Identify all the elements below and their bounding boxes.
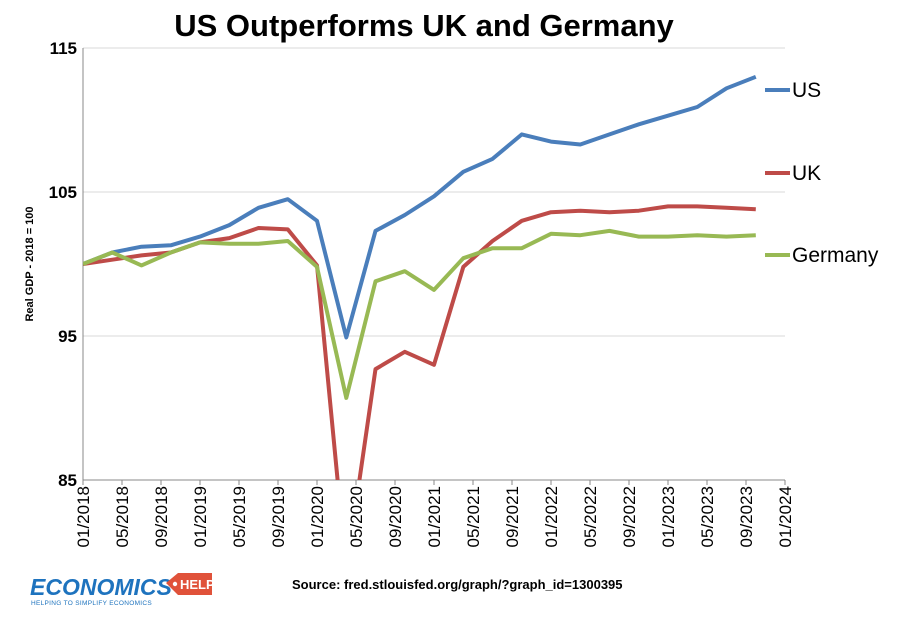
- series-line-uk: [83, 204, 756, 480]
- series-line-germany: [83, 228, 756, 400]
- y-axis-label: Real GDP - 2018 = 100: [24, 206, 36, 321]
- x-tick-label: 05/2020: [347, 486, 366, 547]
- legend-label: US: [792, 79, 821, 102]
- legend: US UK Germany: [765, 79, 879, 267]
- x-tick-label: 09/2022: [620, 486, 639, 547]
- x-tick-label: 01/2019: [191, 486, 210, 547]
- y-tick-label: 95: [58, 327, 77, 346]
- x-tick-label: 05/2021: [464, 486, 483, 547]
- y-axis-ticks: 85 95 105 115: [49, 39, 77, 490]
- x-tick-label: 09/2023: [737, 486, 756, 547]
- y-tick-label: 105: [49, 183, 77, 202]
- x-tick-label: 05/2018: [113, 486, 132, 547]
- x-tick-label: 09/2018: [152, 486, 171, 547]
- logo-text: ECONOMICS: [30, 574, 173, 600]
- x-tick-label: 09/2020: [386, 486, 405, 547]
- logo-tagline: HELPING TO SIMPLIFY ECONOMICS: [31, 600, 152, 607]
- x-tick-label: 09/2019: [269, 486, 288, 547]
- x-tick-label: 05/2019: [230, 486, 249, 547]
- x-tick-label: 05/2023: [698, 486, 717, 547]
- economics-help-logo: ECONOMICS HELP HELPING TO SIMPLIFY ECONO…: [30, 573, 215, 607]
- x-tick-label: 01/2024: [776, 486, 795, 547]
- logo-badge-text: HELP: [180, 577, 215, 592]
- series-lines: [83, 74, 757, 480]
- y-tick-label: 115: [50, 39, 77, 58]
- help-badge: HELP: [166, 573, 215, 595]
- legend-label: UK: [792, 162, 821, 185]
- x-tick-label: 01/2018: [74, 486, 93, 547]
- x-tick-label: 09/2021: [503, 486, 522, 547]
- legend-label: Germany: [792, 244, 879, 267]
- x-axis-ticks: 01/2018 05/2018 09/2018 01/2019 05/2019 09/20…: [74, 480, 795, 547]
- x-tick-label: 05/2022: [581, 486, 600, 547]
- x-tick-label: 01/2021: [425, 486, 444, 547]
- chart-title: US Outperforms UK and Germany: [174, 8, 674, 43]
- x-tick-label: 01/2023: [659, 486, 678, 547]
- gridlines: [83, 47, 785, 337]
- source-note: Source: fred.stlouisfed.org/graph/?graph…: [292, 577, 623, 592]
- y-tick-label: 85: [58, 471, 77, 490]
- x-tick-label: 01/2020: [308, 486, 327, 547]
- series-line-us: [83, 74, 757, 340]
- x-tick-label: 01/2022: [542, 486, 561, 547]
